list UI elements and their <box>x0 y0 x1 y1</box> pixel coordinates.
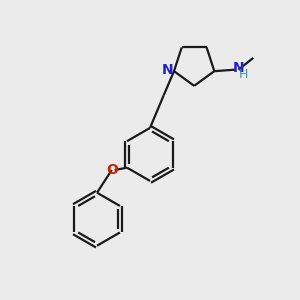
Text: N: N <box>162 63 173 77</box>
Text: O: O <box>106 163 118 177</box>
Text: H: H <box>238 68 248 82</box>
Text: N: N <box>233 61 244 75</box>
